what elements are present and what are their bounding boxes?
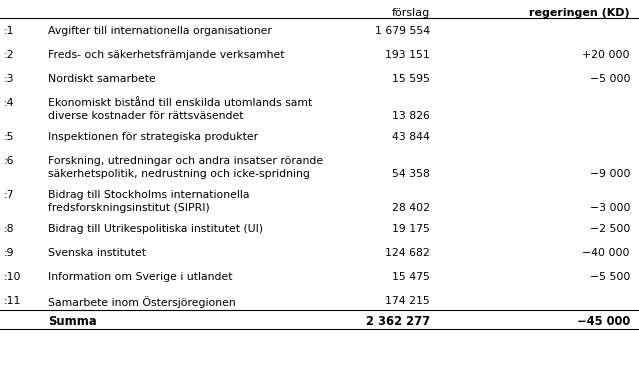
- Text: Avgifter till internationella organisationer: Avgifter till internationella organisati…: [48, 26, 272, 36]
- Text: Summa: Summa: [48, 315, 96, 328]
- Text: 174 215: 174 215: [385, 296, 430, 306]
- Text: 2 362 277: 2 362 277: [366, 315, 430, 328]
- Text: −5 000: −5 000: [590, 74, 630, 84]
- Text: Information om Sverige i utlandet: Information om Sverige i utlandet: [48, 272, 233, 282]
- Text: :5: :5: [4, 132, 15, 142]
- Text: Nordiskt samarbete: Nordiskt samarbete: [48, 74, 156, 84]
- Text: :10: :10: [4, 272, 22, 282]
- Text: Ekonomiskt bistånd till enskilda utomlands samt: Ekonomiskt bistånd till enskilda utomlan…: [48, 98, 312, 108]
- Text: Bidrag till Stockholms internationella: Bidrag till Stockholms internationella: [48, 190, 249, 200]
- Text: −3 000: −3 000: [590, 203, 630, 213]
- Text: :2: :2: [4, 50, 15, 60]
- Text: förslag: förslag: [392, 8, 430, 18]
- Text: 124 682: 124 682: [385, 248, 430, 258]
- Text: 13 826: 13 826: [392, 111, 430, 121]
- Text: Inspektionen för strategiska produkter: Inspektionen för strategiska produkter: [48, 132, 258, 142]
- Text: säkerhetspolitik, nedrustning och icke-spridning: säkerhetspolitik, nedrustning och icke-s…: [48, 169, 310, 179]
- Text: −45 000: −45 000: [577, 315, 630, 328]
- Text: −2 500: −2 500: [590, 224, 630, 234]
- Text: +20 000: +20 000: [583, 50, 630, 60]
- Text: 15 475: 15 475: [392, 272, 430, 282]
- Text: −40 000: −40 000: [583, 248, 630, 258]
- Text: Svenska institutet: Svenska institutet: [48, 248, 146, 258]
- Text: 54 358: 54 358: [392, 169, 430, 179]
- Text: :6: :6: [4, 156, 15, 166]
- Text: −5 500: −5 500: [590, 272, 630, 282]
- Text: :4: :4: [4, 98, 15, 108]
- Text: 1 679 554: 1 679 554: [375, 26, 430, 36]
- Text: :9: :9: [4, 248, 15, 258]
- Text: −9 000: −9 000: [590, 169, 630, 179]
- Text: Bidrag till Utrikespolitiska institutet (UI): Bidrag till Utrikespolitiska institutet …: [48, 224, 263, 234]
- Text: Samarbete inom Östersjöregionen: Samarbete inom Östersjöregionen: [48, 296, 236, 308]
- Text: diverse kostnader för rättsväsendet: diverse kostnader för rättsväsendet: [48, 111, 243, 121]
- Text: regeringen (KD): regeringen (KD): [529, 8, 630, 18]
- Text: :1: :1: [4, 26, 15, 36]
- Text: :7: :7: [4, 190, 15, 200]
- Text: 28 402: 28 402: [392, 203, 430, 213]
- Text: :11: :11: [4, 296, 21, 306]
- Text: Forskning, utredningar och andra insatser rörande: Forskning, utredningar och andra insatse…: [48, 156, 323, 166]
- Text: :8: :8: [4, 224, 15, 234]
- Text: 43 844: 43 844: [392, 132, 430, 142]
- Text: 193 151: 193 151: [385, 50, 430, 60]
- Text: 15 595: 15 595: [392, 74, 430, 84]
- Text: Freds- och säkerhetsfrämjande verksamhet: Freds- och säkerhetsfrämjande verksamhet: [48, 50, 284, 60]
- Text: 19 175: 19 175: [392, 224, 430, 234]
- Text: fredsforskningsinstitut (SIPRI): fredsforskningsinstitut (SIPRI): [48, 203, 210, 213]
- Text: :3: :3: [4, 74, 15, 84]
